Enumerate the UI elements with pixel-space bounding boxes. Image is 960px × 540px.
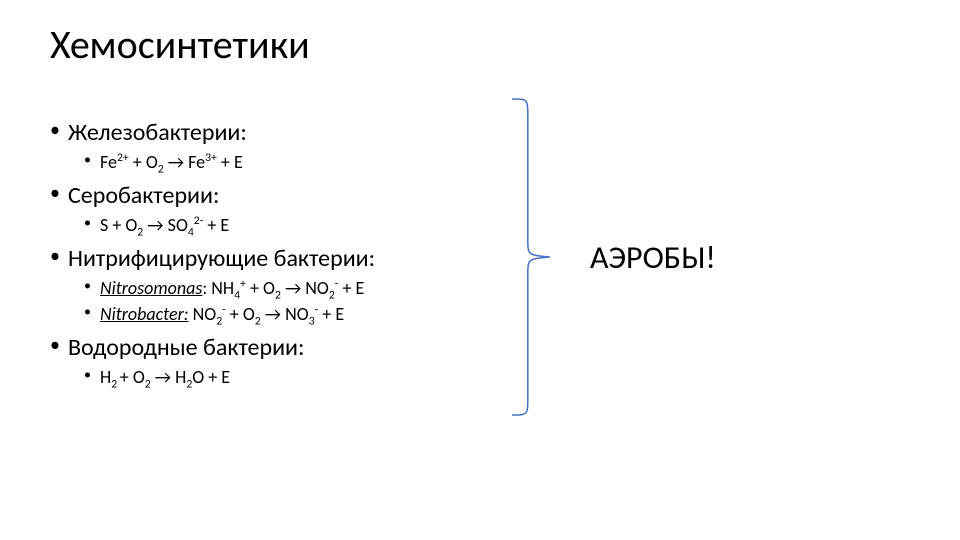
group-item: Серобактерии: S + O2 → SO42- + E xyxy=(50,181,490,236)
slide-title: Хемосинтетики xyxy=(50,20,910,69)
equation-item: Nitrobacter: NO2- + O2 → NO3- + E xyxy=(68,303,490,325)
group-item: Нитрифицирующие бактерии: Nitrosomonas: N… xyxy=(50,244,490,325)
group-item: Водородные бактерии: H2 + O2 → H2O + E xyxy=(50,333,490,388)
group-item: Железобактерии: Fe2+ + O2 → Fe3+ + E xyxy=(50,118,490,173)
group-label: Нитрифицирующие бактерии: xyxy=(68,244,375,273)
bullet-list-column: Железобактерии: Fe2+ + O2 → Fe3+ + E Сероб… xyxy=(50,118,490,396)
content-row: Железобактерии: Fe2+ + O2 → Fe3+ + E Сероб… xyxy=(50,97,910,417)
callout-column: АЭРОБЫ! xyxy=(570,238,716,277)
curly-brace-icon xyxy=(508,97,552,417)
brace-column xyxy=(490,97,570,417)
equation-item: H2 + O2 → H2O + E xyxy=(68,366,490,388)
equation-item: Nitrosomonas: NH4+ + O2 → NO2- + E xyxy=(68,277,490,299)
equation-item: S + O2 → SO42- + E xyxy=(68,214,490,236)
group-label: Серобактерии: xyxy=(68,181,219,210)
group-label: Водородные бактерии: xyxy=(68,333,304,362)
callout-text: АЭРОБЫ! xyxy=(590,238,716,277)
equation-item: Fe2+ + O2 → Fe3+ + E xyxy=(68,151,490,173)
group-label: Железобактерии: xyxy=(68,118,247,147)
